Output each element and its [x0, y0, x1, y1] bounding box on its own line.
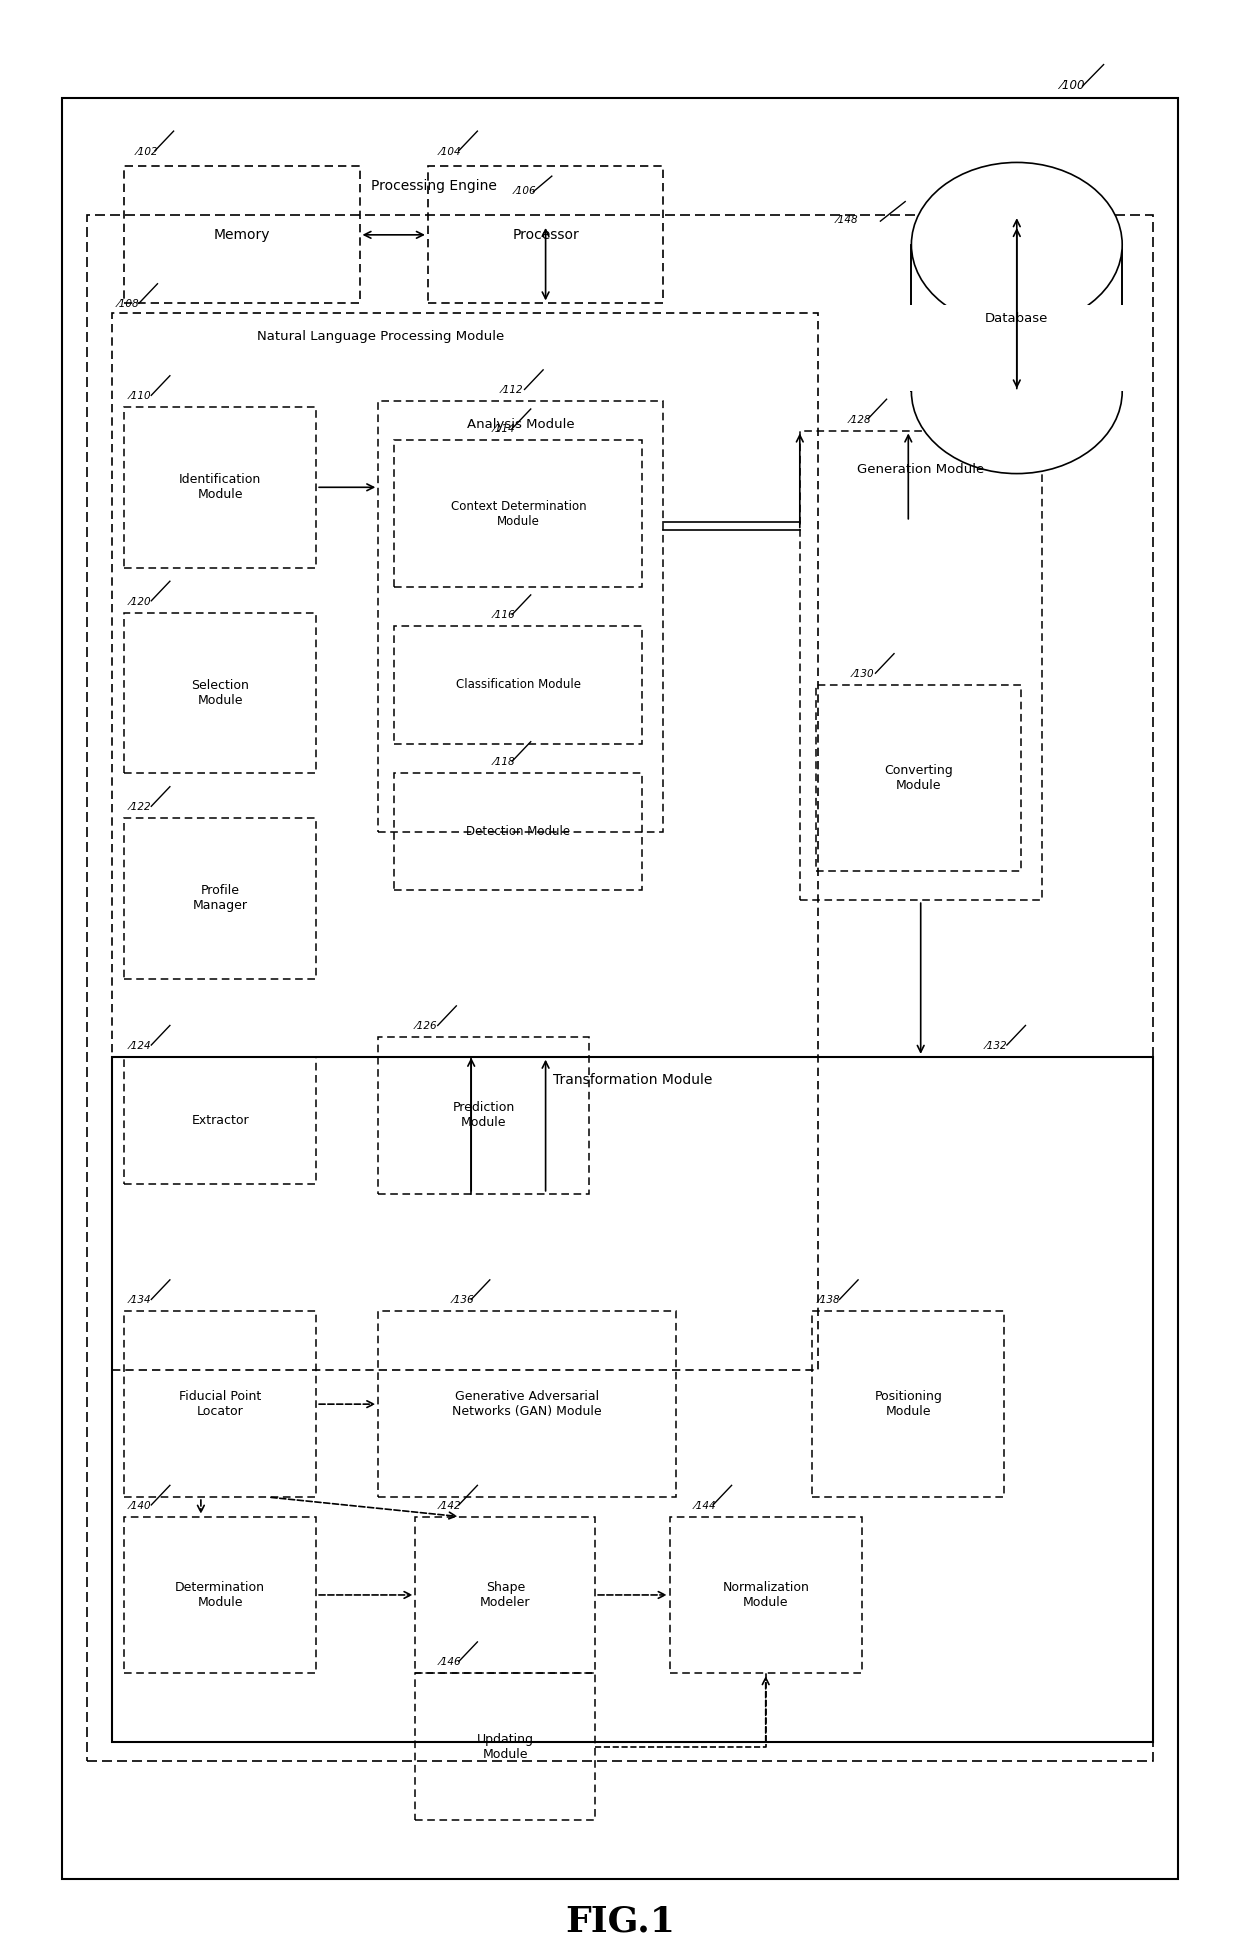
Text: Determination
Module: Determination Module	[175, 1581, 265, 1609]
Text: FIG.1: FIG.1	[565, 1904, 675, 1939]
Bar	[124, 407, 316, 568]
Text: Transformation Module: Transformation Module	[553, 1072, 712, 1088]
Bar	[124, 818, 316, 978]
Text: Profile
Manager: Profile Manager	[192, 885, 248, 912]
Bar	[124, 166, 360, 303]
Text: ⁄128: ⁄128	[849, 415, 870, 425]
Text: Normalization
Module: Normalization Module	[722, 1581, 810, 1609]
Ellipse shape	[911, 309, 1122, 474]
Bar	[394, 440, 642, 587]
Text: ⁄116: ⁄116	[494, 611, 515, 620]
Text: Converting
Module: Converting Module	[884, 763, 952, 793]
Text: Context Determination
Module: Context Determination Module	[450, 499, 587, 528]
Text: ⁄136: ⁄136	[453, 1296, 474, 1305]
Bar	[415, 1517, 595, 1673]
Text: Memory: Memory	[213, 227, 270, 243]
Text: ⁄140: ⁄140	[130, 1501, 151, 1511]
Text: ⁄106: ⁄106	[515, 186, 536, 196]
Text: Classification Module: Classification Module	[456, 679, 580, 691]
Text: ⁄118: ⁄118	[494, 757, 515, 767]
Text: Selection
Module: Selection Module	[191, 679, 249, 706]
Bar	[812, 1311, 1004, 1497]
Bar	[378, 401, 663, 832]
Text: ⁄112: ⁄112	[502, 386, 523, 395]
Bar	[816, 685, 1021, 871]
Text: Database: Database	[985, 311, 1049, 325]
Bar	[428, 166, 663, 303]
Text: ⁄126: ⁄126	[415, 1022, 436, 1031]
Text: ⁄122: ⁄122	[130, 802, 151, 812]
Bar	[378, 1037, 589, 1194]
Text: Extractor: Extractor	[191, 1114, 249, 1127]
Bar	[124, 1311, 316, 1497]
Bar	[124, 1517, 316, 1673]
Text: ⁄130: ⁄130	[853, 669, 874, 679]
Text: ⁄144: ⁄144	[694, 1501, 715, 1511]
Bar	[112, 1057, 1153, 1742]
Bar	[670, 1517, 862, 1673]
Ellipse shape	[911, 162, 1122, 327]
Text: ⁄124: ⁄124	[130, 1041, 151, 1051]
Bar	[800, 431, 1042, 900]
Bar	[905, 305, 1128, 391]
Text: Identification
Module: Identification Module	[179, 474, 262, 501]
Text: ⁄142: ⁄142	[440, 1501, 461, 1511]
Text: Processor: Processor	[512, 227, 579, 243]
Bar	[911, 245, 1122, 391]
Text: ⁄114: ⁄114	[494, 425, 515, 434]
Text: Prediction
Module: Prediction Module	[453, 1102, 515, 1129]
Text: Updating
Module: Updating Module	[477, 1732, 533, 1761]
Text: Generative Adversarial
Networks (GAN) Module: Generative Adversarial Networks (GAN) Mo…	[453, 1389, 601, 1419]
Text: ⁄134: ⁄134	[130, 1296, 151, 1305]
Text: ⁄108: ⁄108	[118, 299, 139, 309]
Bar	[87, 215, 1153, 1761]
Text: Fiducial Point
Locator: Fiducial Point Locator	[179, 1389, 262, 1419]
Bar	[394, 773, 642, 890]
Text: Detection Module: Detection Module	[466, 826, 570, 838]
Text: Analysis Module: Analysis Module	[467, 419, 574, 431]
Bar	[112, 313, 818, 1370]
Text: Positioning
Module: Positioning Module	[874, 1389, 942, 1419]
Text: ⁄102: ⁄102	[136, 147, 157, 157]
Text: Natural Language Processing Module: Natural Language Processing Module	[257, 331, 503, 342]
Bar	[415, 1673, 595, 1820]
Text: Shape
Modeler: Shape Modeler	[480, 1581, 531, 1609]
Text: Processing Engine: Processing Engine	[371, 178, 497, 194]
Bar	[378, 1311, 676, 1497]
Text: ⁄132: ⁄132	[986, 1041, 1007, 1051]
Bar	[124, 1057, 316, 1184]
Bar	[124, 613, 316, 773]
Text: ⁄120: ⁄120	[130, 597, 151, 607]
Text: ⁄146: ⁄146	[440, 1658, 461, 1667]
Text: ⁄148: ⁄148	[837, 215, 858, 225]
Text: ⁄138: ⁄138	[818, 1296, 839, 1305]
Text: Generation Module: Generation Module	[857, 464, 985, 476]
Text: ⁄110: ⁄110	[130, 391, 151, 401]
Bar	[394, 626, 642, 744]
Text: ⁄100: ⁄100	[1060, 78, 1085, 92]
Text: ⁄104: ⁄104	[440, 147, 461, 157]
